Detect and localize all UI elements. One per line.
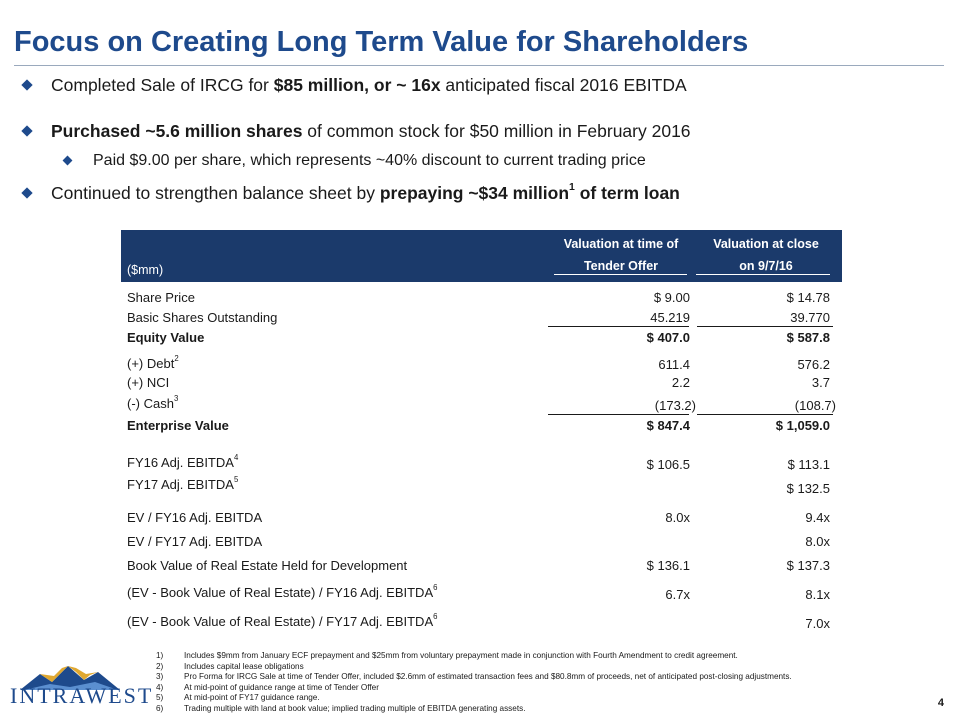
footnote: 6) Trading multiple with land at book val… — [156, 703, 526, 713]
cell-close: $ 137.3 — [786, 558, 830, 573]
subtotal-rule — [548, 414, 689, 415]
diamond-bullet-icon — [21, 125, 33, 137]
row-label: (+) NCI — [127, 375, 170, 390]
cell-tender-offer: (173.2) — [654, 398, 696, 413]
cell-tender-offer: $ 847.4 — [646, 418, 690, 433]
footnote-ref: 6 — [433, 583, 438, 592]
cell-tender-offer: 8.0x — [665, 510, 690, 525]
cell-close: $ 587.8 — [786, 330, 830, 345]
footnote-ref: 3 — [173, 394, 179, 403]
row-label: FY17 Adj. EBITDA5 — [127, 475, 239, 492]
footnote-ref: 2 — [174, 354, 179, 363]
diamond-bullet-icon — [21, 187, 33, 199]
footnote: 2) Includes capital lease obligations — [156, 661, 304, 671]
row-label: EV / FY17 Adj. EBITDA — [127, 534, 263, 549]
row-label: EV / FY16 Adj. EBITDA — [127, 510, 263, 525]
cell-close: 39.770 — [790, 310, 830, 325]
bullet-text: Continued to strengthen balance sheet by — [51, 183, 380, 203]
cell-tender-offer: $ 106.5 — [646, 457, 690, 472]
cell-tender-offer: 6.7x — [665, 587, 690, 602]
footnote: 5) At mid-point of FY17 guidance range. — [156, 693, 320, 702]
cell-close: $ 113.1 — [787, 457, 830, 472]
subtotal-rule — [697, 326, 833, 327]
cell-close: $ 1,059.0 — [775, 418, 830, 433]
column-header-line: Valuation at close — [713, 237, 819, 251]
footnote: 1) Includes $9mm from January ECF prepaym… — [156, 651, 738, 660]
subtotal-rule — [548, 326, 689, 327]
header-underline — [696, 274, 830, 275]
cell-close: 3.7 — [811, 375, 830, 390]
bullet-bold-text: prepaying ~$34 million — [379, 183, 570, 203]
footnote-ref: 6 — [433, 612, 438, 621]
footnote-ref: 4 — [233, 453, 239, 462]
page-title: Focus on Creating Long Term Value for Sh… — [14, 26, 749, 58]
cell-close: 7.0x — [805, 616, 830, 631]
column-header-line: Tender Offer — [583, 259, 659, 273]
title-divider — [14, 65, 944, 66]
cell-tender-offer: $ 9.00 — [653, 290, 690, 305]
cell-tender-offer: 2.2 — [671, 375, 690, 390]
row-label: Basic Shares Outstanding — [127, 310, 278, 325]
cell-close: (108.7) — [794, 398, 836, 413]
diamond-bullet-icon — [21, 79, 33, 91]
column-header-close: Valuation at close on 9/7/16 — [696, 237, 836, 273]
units-label: ($mm) — [127, 263, 164, 277]
bullet-text: Completed Sale of IRCG for — [51, 75, 274, 95]
cell-close: 9.4x — [805, 510, 830, 525]
intrawest-mountain-logo-icon — [20, 666, 120, 690]
row-label: (-) Cash3 — [127, 394, 179, 411]
row-label: FY16 Adj. EBITDA4 — [127, 453, 239, 470]
column-header-line: Valuation at time of — [563, 237, 679, 251]
bullet-text: of common stock for $50 million in Febru… — [302, 121, 691, 141]
cell-tender-offer: 45.219 — [650, 310, 690, 325]
sub-bullet-text: Paid $9.00 per share, which represents ~… — [93, 152, 646, 169]
cell-tender-offer: $ 407.0 — [646, 330, 690, 345]
bullet-bold-text: of term loan — [574, 183, 680, 203]
cell-close: 8.1x — [805, 587, 830, 602]
row-label: Equity Value — [127, 330, 205, 345]
bullet-bold-text: Purchased ~5.6 million shares — [51, 121, 303, 141]
cell-close: 576.2 — [797, 357, 830, 372]
cell-close: 8.0x — [805, 534, 830, 549]
row-label: Share Price — [127, 290, 195, 305]
footnote: 4) At mid-point of guidance range at time… — [156, 682, 379, 692]
row-label: (EV - Book Value of Real Estate) / FY16 … — [127, 583, 438, 600]
column-header-line: on 9/7/16 — [739, 259, 793, 273]
row-label: (EV - Book Value of Real Estate) / FY17 … — [127, 612, 438, 629]
footnotes: 1) Includes $9mm from January ECF prepaym… — [156, 651, 792, 714]
cell-close: $ 132.5 — [786, 481, 830, 496]
cell-close: $ 14.78 — [786, 290, 830, 305]
footnote: 3) Pro Forma for IRCG Sale at time of Ten… — [156, 672, 792, 681]
logo-wordmark: INTRAWEST — [10, 683, 154, 708]
diamond-bullet-icon — [62, 155, 73, 166]
row-label: Book Value of Real Estate Held for Devel… — [127, 558, 408, 573]
footnote-ref: 5 — [233, 475, 239, 484]
cell-tender-offer: $ 136.1 — [646, 558, 690, 573]
column-header-tender-offer: Valuation at time of Tender Offer — [551, 237, 691, 273]
subtotal-rule — [697, 414, 833, 415]
row-label: Enterprise Value — [127, 418, 229, 433]
row-label: (+) Debt2 — [127, 354, 179, 371]
valuation-table-header: ($mm) Valuation at time of Tender Offer … — [121, 230, 842, 282]
page-number: 4 — [937, 697, 944, 709]
cell-tender-offer: 611.4 — [658, 357, 690, 372]
bullet-text: anticipated fiscal 2016 EBITDA — [440, 75, 687, 95]
header-underline — [554, 274, 687, 275]
bullet-bold-text: $85 million, or ~ 16x — [273, 75, 441, 95]
footnote-ref: 1 — [569, 181, 575, 193]
